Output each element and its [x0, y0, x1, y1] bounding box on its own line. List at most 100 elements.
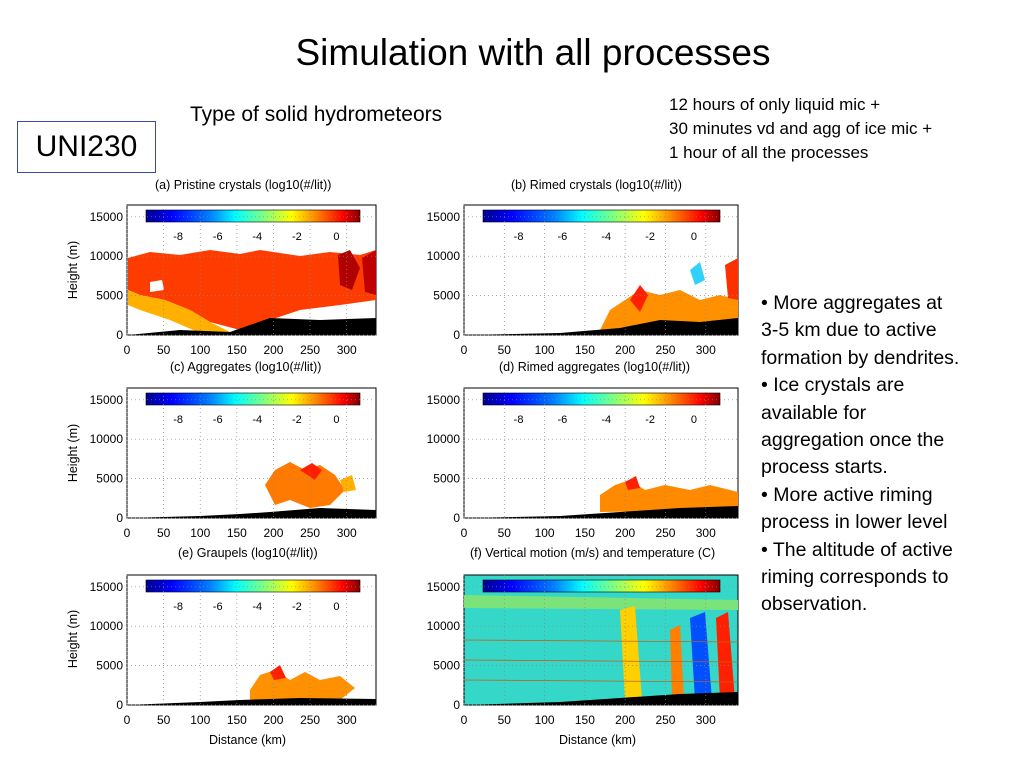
bullet-list: • More aggregates at 3-5 km due to activ…	[761, 290, 1016, 619]
colorbar-tick-label: -4	[601, 414, 611, 426]
data-region	[620, 606, 642, 700]
colorbar-tick-label: -4	[252, 231, 262, 243]
colorbar-tick-label: -2	[292, 231, 302, 243]
panel-b	[463, 204, 739, 336]
x-tick-label: 0	[461, 713, 468, 727]
topography	[127, 698, 376, 705]
x-tick-label: 200	[615, 713, 635, 727]
x-tick-label: 100	[190, 526, 210, 540]
colorbar-tick-label: -6	[213, 231, 223, 243]
colorbar-tick-label: -2	[292, 414, 302, 426]
panel-title-f: (f) Vertical motion (m/s) and temperatur…	[470, 546, 716, 560]
data-region	[150, 280, 164, 292]
topography	[128, 318, 376, 335]
x-tick-label: 150	[575, 526, 595, 540]
colorbar-tick-label: -6	[213, 601, 223, 613]
x-tick-label: 100	[190, 343, 210, 357]
y-tick-label: 5000	[96, 289, 123, 303]
y-tick-label: 10000	[427, 619, 461, 633]
data-region	[128, 290, 230, 333]
data-region	[340, 475, 356, 492]
colorbar-tick-label: 0	[691, 414, 697, 426]
x-tick-label: 150	[227, 526, 247, 540]
bullet-line: • Ice crystals are	[761, 374, 905, 397]
x-tick-label: 250	[655, 343, 675, 357]
x-tick-label: 50	[498, 526, 512, 540]
y-tick-label: 15000	[427, 580, 461, 594]
colorbar	[145, 579, 361, 593]
x-tick-label: 150	[575, 713, 595, 727]
data-region	[270, 665, 286, 680]
bullet-line: riming corresponds to	[761, 566, 949, 589]
y-tick-label: 10000	[427, 249, 461, 263]
colorbar	[482, 209, 721, 223]
colorbar-tick-label: -6	[213, 414, 223, 426]
x-tick-label: 200	[263, 343, 283, 357]
simulation-timeline: 12 hours of only liquid mic + 30 minutes…	[669, 93, 932, 165]
data-region	[338, 250, 360, 290]
x-tick-label: 150	[227, 713, 247, 727]
y-tick-label: 15000	[90, 393, 124, 407]
topography	[464, 506, 738, 518]
colorbar-tick-label: -4	[252, 414, 262, 426]
x-tick-label: 200	[263, 713, 283, 727]
y-tick-label: 0	[116, 698, 123, 712]
colorbar-tick-label: -2	[292, 601, 302, 613]
panel-d	[463, 387, 739, 519]
colorbar-tick-label: 0	[333, 231, 339, 243]
colorbar-tick-label: 0	[691, 231, 697, 243]
colorbar	[145, 392, 361, 406]
panel-title-a: (a) Pristine crystals (log10(#/lit))	[155, 178, 332, 192]
slide-title: Simulation with all processes	[295, 32, 771, 73]
x-tick-label: 300	[337, 526, 357, 540]
colorbar-tick-label: -6	[558, 231, 568, 243]
timeline-line: 30 minutes vd and agg of ice mic +	[669, 119, 933, 138]
y-tick-label: 5000	[433, 659, 460, 673]
x-tick-label: 300	[337, 713, 357, 727]
bullet-line: • More aggregates at	[761, 292, 943, 314]
x-tick-label: 0	[124, 526, 131, 540]
y-tick-label: 5000	[96, 472, 123, 486]
data-region	[690, 262, 705, 285]
x-tick-label: 0	[461, 526, 468, 540]
x-tick-label: 50	[498, 713, 512, 727]
panel-f	[463, 574, 739, 706]
x-tick-label: 300	[337, 343, 357, 357]
topography	[127, 508, 376, 518]
x-tick-label: 0	[124, 343, 131, 357]
x-tick-label: 300	[696, 713, 716, 727]
colorbar-tick-label: -2	[645, 231, 655, 243]
panel-c	[126, 387, 377, 519]
data-region	[362, 250, 376, 295]
colorbar	[482, 579, 721, 593]
y-tick-label: 5000	[96, 659, 123, 673]
timeline-line: 1 hour of all the processes	[669, 143, 869, 162]
topography	[464, 318, 738, 335]
x-tick-label: 0	[124, 713, 131, 727]
colorbar-tick-label: 0	[333, 414, 339, 426]
x-tick-label: 50	[157, 526, 171, 540]
colorbar-tick-label: -2	[645, 414, 655, 426]
bullet-line: formation by dendrites.	[761, 346, 960, 369]
x-tick-label: 250	[655, 713, 675, 727]
x-tick-label: 250	[300, 526, 320, 540]
x-tick-label: 50	[498, 343, 512, 357]
x-tick-label: 50	[157, 343, 171, 357]
colorbar-tick-label: -8	[514, 414, 524, 426]
colorbar-tick-label: -6	[558, 414, 568, 426]
data-region	[690, 612, 712, 700]
bullet-line: observation.	[761, 593, 868, 616]
y-tick-label: 5000	[433, 472, 460, 486]
y-tick-label: 10000	[90, 432, 124, 446]
x-tick-label: 100	[535, 713, 555, 727]
slide-subtitle: Type of solid hydrometeors	[190, 103, 443, 126]
data-region	[265, 462, 345, 508]
x-tick-label: 50	[157, 713, 171, 727]
y-tick-label: 0	[453, 511, 460, 525]
bullet-line: 3-5 km due to active	[761, 319, 937, 342]
bullet-line: • More active riming	[761, 483, 933, 506]
y-tick-label: 0	[453, 698, 460, 712]
panel-e	[126, 574, 377, 706]
colorbar-tick-label: -4	[601, 231, 611, 243]
